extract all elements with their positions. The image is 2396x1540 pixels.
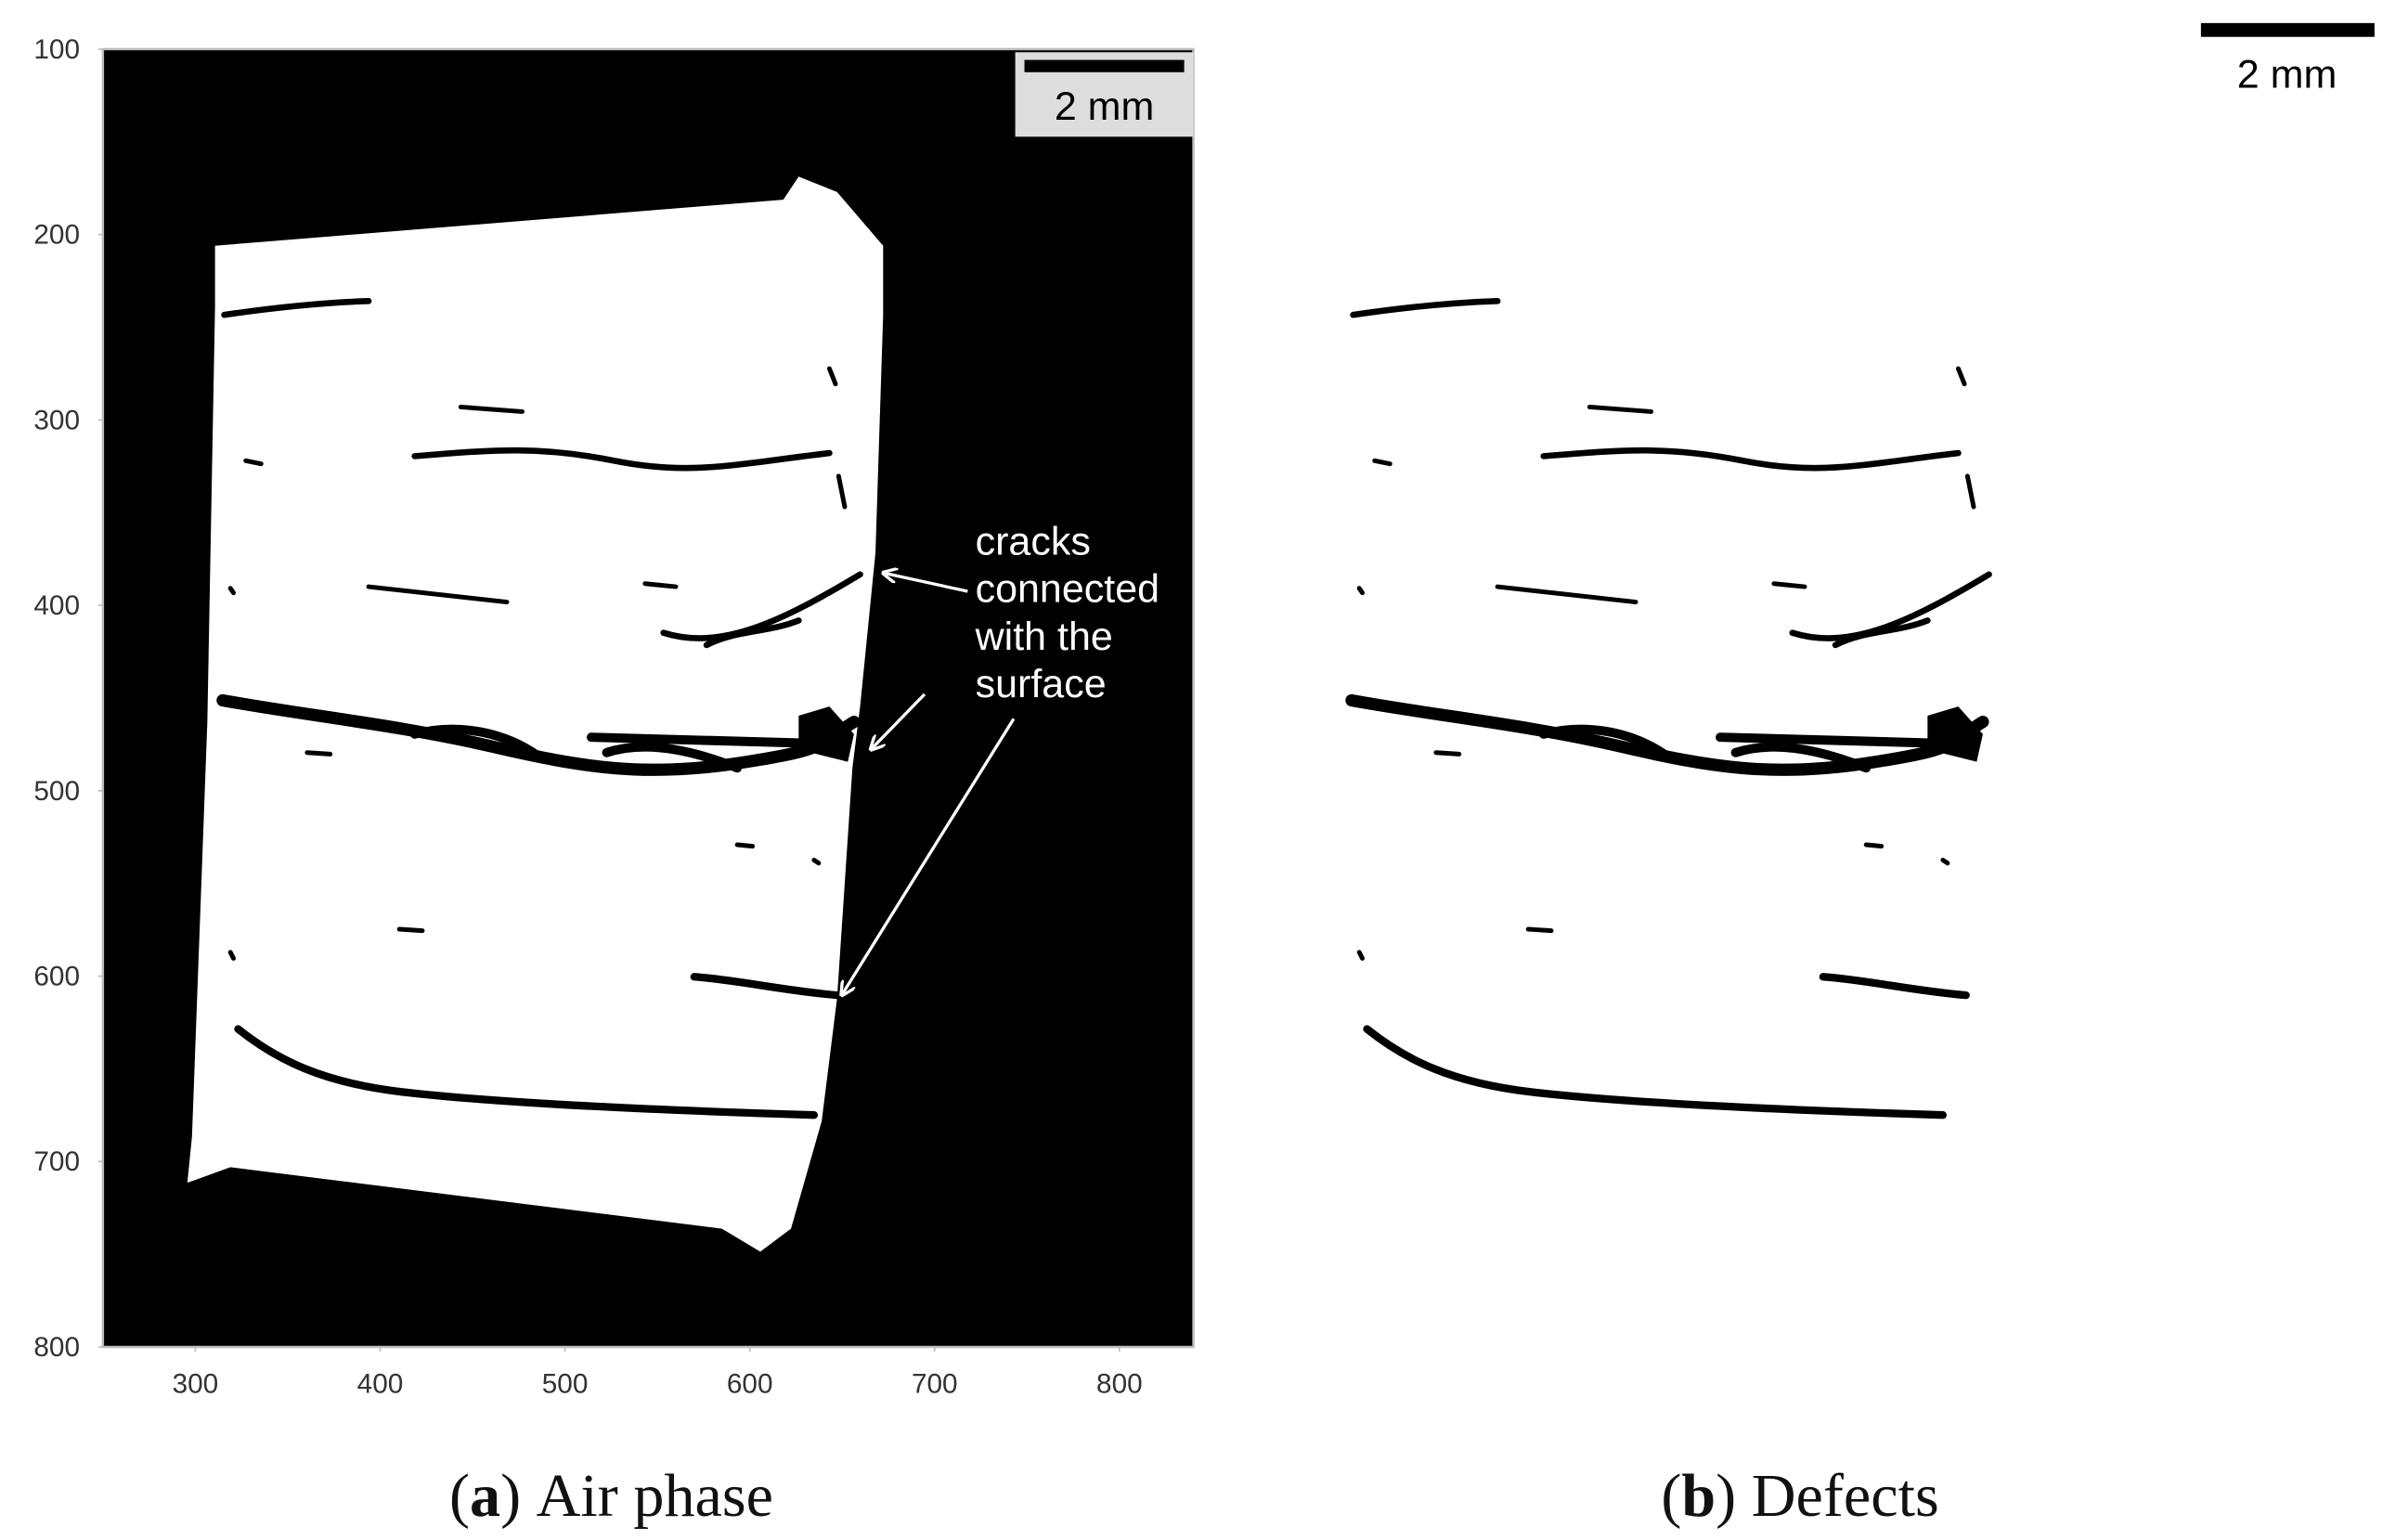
caption-part: Defects: [1752, 1462, 1939, 1530]
arrow: [842, 718, 1016, 995]
y-tick-label: 700: [33, 1146, 80, 1177]
scale-bar-label: 2 mm: [2237, 52, 2338, 97]
x-tick-label: 600: [727, 1369, 773, 1400]
x-tick-label: 700: [912, 1369, 958, 1400]
y-tick-label: 100: [33, 34, 80, 65]
annotation-line: connected: [976, 567, 1159, 612]
defects: [1352, 301, 1989, 1115]
arrow: [883, 573, 968, 593]
caption: (a) Air phase: [449, 1462, 773, 1530]
caption-part: a: [470, 1462, 500, 1530]
caption-part: ): [1716, 1462, 1736, 1530]
annotation-line: cracks: [976, 519, 1091, 563]
y-tick-label: 800: [33, 1332, 80, 1363]
scale-bar-label: 2 mm: [1055, 84, 1155, 129]
y-tick-label: 200: [33, 220, 80, 251]
caption-part: (: [449, 1462, 470, 1530]
y-tick-label: 600: [33, 961, 80, 991]
caption-part: b: [1681, 1462, 1716, 1530]
y-tick-label: 500: [33, 776, 80, 807]
scale-bar: [2200, 22, 2375, 37]
caption-part: (: [1661, 1462, 1681, 1530]
arrow: [871, 692, 926, 750]
annotation-line: with the: [975, 615, 1113, 659]
specimen: [187, 176, 884, 1252]
caption: (b) Defects: [1661, 1462, 1938, 1530]
x-tick-label: 800: [1096, 1369, 1143, 1400]
y-tick-label: 400: [33, 590, 80, 621]
x-tick-label: 300: [173, 1369, 219, 1400]
y-tick-label: 300: [33, 405, 80, 435]
caption-part: ): [500, 1462, 521, 1530]
scale-bar: [1024, 59, 1185, 72]
x-tick-label: 400: [357, 1369, 404, 1400]
annotation-line: surface: [976, 662, 1107, 706]
x-tick-label: 500: [542, 1369, 589, 1400]
caption-part: Air phase: [537, 1462, 773, 1530]
